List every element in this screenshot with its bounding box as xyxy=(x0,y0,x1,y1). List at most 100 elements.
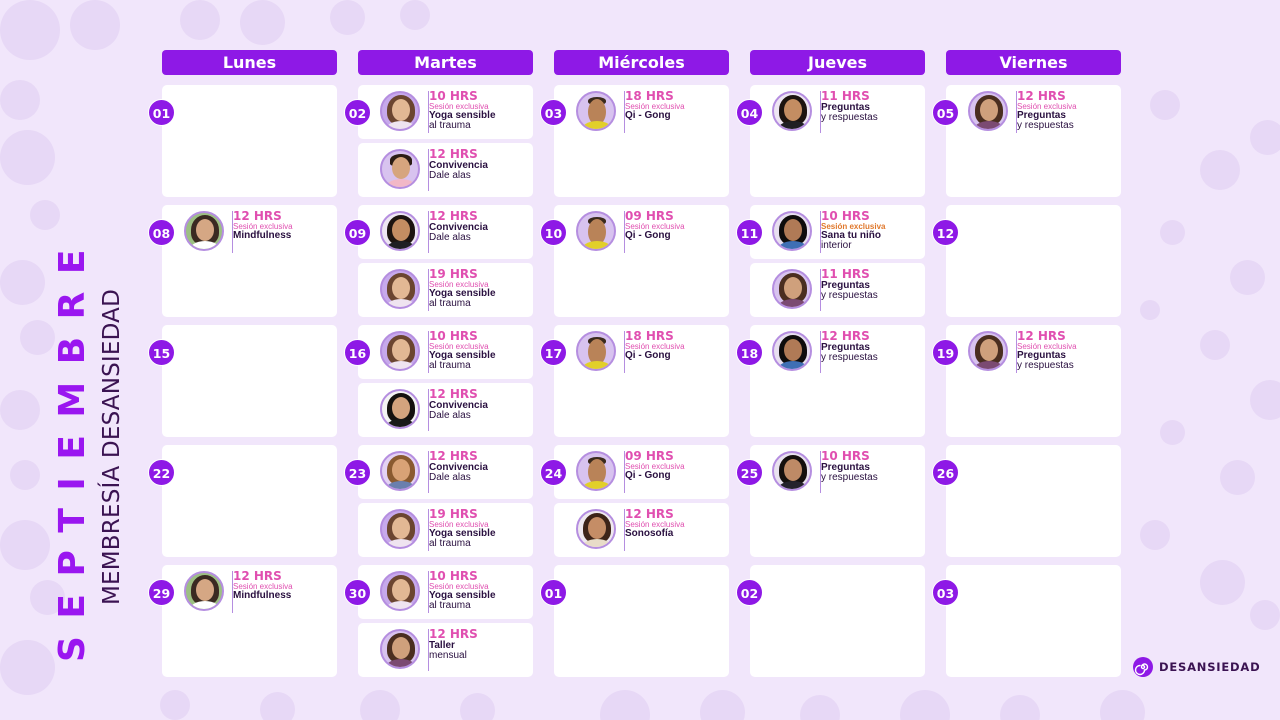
event-exclusive-label: Sesión exclusiva xyxy=(429,341,489,351)
weekday-headers: Lunes Martes Miércoles Jueves Viernes xyxy=(162,50,1121,75)
day-number-badge: 01 xyxy=(148,99,175,126)
event-item[interactable]: 12 HRS Sesión exclusiva Mindfulness xyxy=(162,205,337,259)
event-divider xyxy=(624,509,625,551)
event-title: Yoga sensible xyxy=(429,527,496,539)
event-item[interactable]: 10 HRS Preguntas y respuestas xyxy=(750,445,925,499)
event-text: 09 HRS Sesión exclusiva Qi - Gong xyxy=(625,450,725,481)
event-title: Mindfulness xyxy=(233,589,292,601)
host-avatar xyxy=(380,149,420,189)
event-title: Yoga sensible xyxy=(429,589,496,601)
event-text: 12 HRS Sesión exclusiva Preguntas y respues… xyxy=(1017,90,1117,132)
event-divider xyxy=(428,629,429,671)
event-text: 18 HRS Sesión exclusiva Qi - Gong xyxy=(625,90,725,121)
day-number-badge: 19 xyxy=(932,339,959,366)
event-item[interactable]: 09 HRS Sesión exclusiva Qi - Gong xyxy=(554,205,729,259)
day-cell: 04 11 HRS Preguntas y respuestas xyxy=(736,85,925,197)
event-item[interactable]: 18 HRS Sesión exclusiva Qi - Gong xyxy=(554,325,729,379)
day-number-badge: 24 xyxy=(540,459,567,486)
host-avatar xyxy=(968,91,1008,131)
event-divider xyxy=(1016,91,1017,133)
host-avatar xyxy=(772,269,812,309)
event-time: 19 HRS xyxy=(429,507,478,521)
event-item[interactable]: 12 HRS Sesión exclusiva Preguntas y respues… xyxy=(946,85,1121,139)
event-text: 19 HRS Sesión exclusiva Yoga sensible al tr… xyxy=(429,508,529,550)
host-avatar xyxy=(380,509,420,549)
event-item[interactable]: 10 HRS Sesión exclusiva Yoga sensible al tr… xyxy=(358,325,533,379)
event-title: Qi - Gong xyxy=(625,229,671,241)
event-text: 10 HRS Sesión exclusiva Yoga sensible al tr… xyxy=(429,330,529,372)
event-time: 12 HRS xyxy=(429,627,478,641)
event-item[interactable]: 10 HRS Sesión exclusiva Yoga sensible al tr… xyxy=(358,85,533,139)
event-text: 12 HRS Preguntas y respuestas xyxy=(821,330,921,364)
event-title: Preguntas xyxy=(1017,349,1066,361)
event-item[interactable]: 11 HRS Preguntas y respuestas xyxy=(750,263,925,317)
day-cell: 16 10 HRS Sesión exclusiva Yoga sensible al … xyxy=(344,325,533,437)
event-item[interactable]: 12 HRS Convivencia Dale alas xyxy=(358,205,533,259)
event-time: 11 HRS xyxy=(821,267,870,281)
event-item[interactable]: 18 HRS Sesión exclusiva Qi - Gong xyxy=(554,85,729,139)
event-time: 18 HRS xyxy=(625,89,674,103)
event-item[interactable]: 10 HRS Sesión exclusiva Yoga sensible al tr… xyxy=(358,565,533,619)
event-subtitle: al trauma xyxy=(429,538,471,550)
day-number-badge: 16 xyxy=(344,339,371,366)
weekday-header-miercoles: Miércoles xyxy=(554,50,729,75)
event-item[interactable]: 12 HRS Convivencia Dale alas xyxy=(358,143,533,197)
event-exclusive-label: Sesión exclusiva xyxy=(429,101,489,111)
day-cell: 23 12 HRS Convivencia Dale alas 19 HRS Sesión… xyxy=(344,445,533,557)
event-subtitle: al trauma xyxy=(429,120,471,132)
weekday-header-lunes: Lunes xyxy=(162,50,337,75)
weekday-header-martes: Martes xyxy=(358,50,533,75)
event-item[interactable]: 19 HRS Sesión exclusiva Yoga sensible al tr… xyxy=(358,503,533,557)
event-exclusive-label: Sesión exclusiva xyxy=(429,519,489,529)
event-item[interactable]: 09 HRS Sesión exclusiva Qi - Gong xyxy=(554,445,729,499)
event-text: 10 HRS Sesión exclusiva Sana tu niño interi… xyxy=(821,210,921,252)
event-time: 10 HRS xyxy=(429,569,478,583)
day-number-badge: 02 xyxy=(736,579,763,606)
host-avatar xyxy=(380,269,420,309)
event-exclusive-label: Sesión exclusiva xyxy=(429,279,489,289)
event-item[interactable]: 12 HRS Taller mensual xyxy=(358,623,533,677)
event-divider xyxy=(428,91,429,133)
day-cell: 10 09 HRS Sesión exclusiva Qi - Gong xyxy=(540,205,729,317)
day-number-badge: 05 xyxy=(932,99,959,126)
host-avatar xyxy=(772,331,812,371)
event-item[interactable]: 12 HRS Preguntas y respuestas xyxy=(750,325,925,379)
event-time: 10 HRS xyxy=(429,89,478,103)
day-number-badge: 04 xyxy=(736,99,763,126)
event-subtitle: Dale alas xyxy=(429,410,471,422)
event-time: 12 HRS xyxy=(233,569,282,583)
host-avatar xyxy=(576,91,616,131)
event-title: Preguntas xyxy=(821,341,870,353)
membership-title: MEMBRESÍA DESANSIEDAD xyxy=(99,289,125,606)
day-number-badge: 09 xyxy=(344,219,371,246)
day-number-badge: 01 xyxy=(540,579,567,606)
host-avatar xyxy=(968,331,1008,371)
event-time: 12 HRS xyxy=(233,209,282,223)
event-subtitle: Dale alas xyxy=(429,232,471,244)
event-item[interactable]: 12 HRS Sesión exclusiva Sonosofía xyxy=(554,503,729,557)
event-time: 12 HRS xyxy=(429,387,478,401)
event-item[interactable]: 12 HRS Sesión exclusiva Mindfulness xyxy=(162,565,337,619)
event-divider xyxy=(1016,331,1017,373)
event-text: 10 HRS Sesión exclusiva Yoga sensible al tr… xyxy=(429,570,529,612)
host-avatar xyxy=(380,451,420,491)
event-divider xyxy=(820,91,821,133)
event-item[interactable]: 12 HRS Sesión exclusiva Preguntas y respues… xyxy=(946,325,1121,379)
event-time: 12 HRS xyxy=(1017,89,1066,103)
host-avatar xyxy=(576,211,616,251)
event-exclusive-label: Sesión exclusiva xyxy=(233,581,293,591)
event-text: 12 HRS Convivencia Dale alas xyxy=(429,450,529,484)
brand-logo: DESANSIEDAD xyxy=(1133,657,1260,677)
event-item[interactable]: 11 HRS Preguntas y respuestas xyxy=(750,85,925,139)
event-item[interactable]: 12 HRS Convivencia Dale alas xyxy=(358,383,533,437)
event-item[interactable]: 19 HRS Sesión exclusiva Yoga sensible al tr… xyxy=(358,263,533,317)
event-time: 10 HRS xyxy=(821,449,870,463)
day-number-badge: 03 xyxy=(932,579,959,606)
event-item[interactable]: 10 HRS Sesión exclusiva Sana tu niño interi… xyxy=(750,205,925,259)
event-divider xyxy=(428,571,429,613)
day-number-badge: 25 xyxy=(736,459,763,486)
day-cell: 24 09 HRS Sesión exclusiva Qi - Gong 12 HRS S… xyxy=(540,445,729,557)
event-item[interactable]: 12 HRS Convivencia Dale alas xyxy=(358,445,533,499)
event-title: Preguntas xyxy=(1017,109,1066,121)
event-text: 11 HRS Preguntas y respuestas xyxy=(821,268,921,302)
